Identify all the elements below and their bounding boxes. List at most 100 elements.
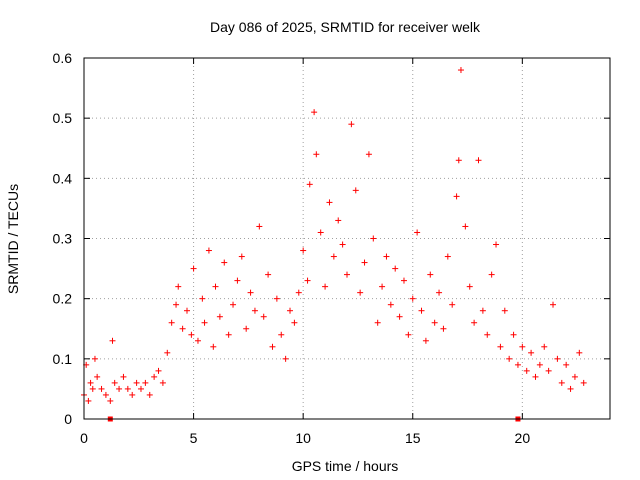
data-point [427, 271, 434, 278]
data-point [89, 385, 96, 392]
data-point [576, 349, 583, 356]
data-point [558, 379, 565, 386]
data-point [87, 379, 94, 386]
data-point [317, 229, 324, 236]
data-point [422, 337, 429, 344]
data-point [282, 355, 289, 362]
y-tick-labels: 0 0.1 0.2 0.3 0.4 0.5 0.6 [53, 50, 73, 427]
x-tick-labels: 0 5 10 15 20 [80, 430, 530, 446]
data-point [550, 301, 557, 308]
data-point [405, 331, 412, 338]
data-point [392, 265, 399, 272]
data-point [383, 253, 390, 260]
x-tick-label: 15 [405, 430, 421, 446]
data-point [164, 349, 171, 356]
data-point [326, 199, 333, 206]
data-point [146, 391, 153, 398]
data-point [519, 343, 526, 350]
data-point [116, 385, 123, 392]
data-point [563, 361, 570, 368]
data-point [265, 271, 272, 278]
data-point [188, 331, 195, 338]
data-point [455, 157, 462, 164]
data-point [107, 397, 114, 404]
data-point [304, 277, 311, 284]
data-point [159, 379, 166, 386]
data-point [155, 367, 162, 374]
data-point [168, 319, 175, 326]
data-point [278, 331, 285, 338]
data-point [571, 373, 578, 380]
y-tick-label: 0.5 [53, 110, 73, 126]
data-point [216, 313, 223, 320]
data-point [466, 283, 473, 290]
data-point [151, 373, 158, 380]
data-point [133, 379, 140, 386]
data-point [541, 343, 548, 350]
data-point [479, 307, 486, 314]
data-point [287, 307, 294, 314]
data-point [453, 193, 460, 200]
data-point [339, 241, 346, 248]
data-point [580, 379, 587, 386]
data-point [85, 397, 92, 404]
data-point [184, 307, 191, 314]
x-tick-label: 10 [295, 430, 311, 446]
data-point [457, 67, 464, 74]
data-point [201, 319, 208, 326]
data-point [444, 253, 451, 260]
data-point [484, 331, 491, 338]
data-point [471, 319, 478, 326]
y-tick-label: 0.4 [53, 170, 73, 186]
data-point [221, 259, 228, 266]
data-points [81, 67, 587, 404]
data-point [205, 247, 212, 254]
data-point [379, 283, 386, 290]
data-point [247, 289, 254, 296]
data-point [352, 187, 359, 194]
data-point [295, 289, 302, 296]
data-point [536, 361, 543, 368]
y-tick-label: 0.6 [53, 50, 73, 66]
data-point [357, 289, 364, 296]
data-point [111, 379, 118, 386]
data-point [335, 217, 342, 224]
data-point [554, 355, 561, 362]
data-point [497, 343, 504, 350]
data-point [514, 361, 521, 368]
data-point [120, 373, 127, 380]
data-point [199, 295, 206, 302]
data-point [567, 385, 574, 392]
data-point [137, 385, 144, 392]
data-point [510, 331, 517, 338]
data-point [330, 253, 337, 260]
data-point [124, 385, 131, 392]
data-point [102, 391, 109, 398]
y-tick-label: 0.1 [53, 351, 73, 367]
data-point [436, 289, 443, 296]
data-point [396, 313, 403, 320]
data-point [409, 295, 416, 302]
data-point [273, 295, 280, 302]
data-point [194, 337, 201, 344]
x-tick-label: 20 [515, 430, 531, 446]
data-point [269, 343, 276, 350]
data-point [348, 121, 355, 128]
data-point [251, 307, 258, 314]
data-point [243, 325, 250, 332]
data-point [414, 229, 421, 236]
data-point [493, 241, 500, 248]
data-point [523, 367, 530, 374]
y-axis-title: SRMTID / TECUs [5, 184, 21, 294]
data-point [506, 355, 513, 362]
data-point [374, 319, 381, 326]
data-point [528, 349, 535, 356]
data-point [142, 379, 149, 386]
data-point [400, 277, 407, 284]
chart-title: Day 086 of 2025, SRMTID for receiver wel… [210, 19, 481, 35]
data-point [210, 343, 217, 350]
plot-frame [83, 57, 611, 420]
data-point [532, 373, 539, 380]
